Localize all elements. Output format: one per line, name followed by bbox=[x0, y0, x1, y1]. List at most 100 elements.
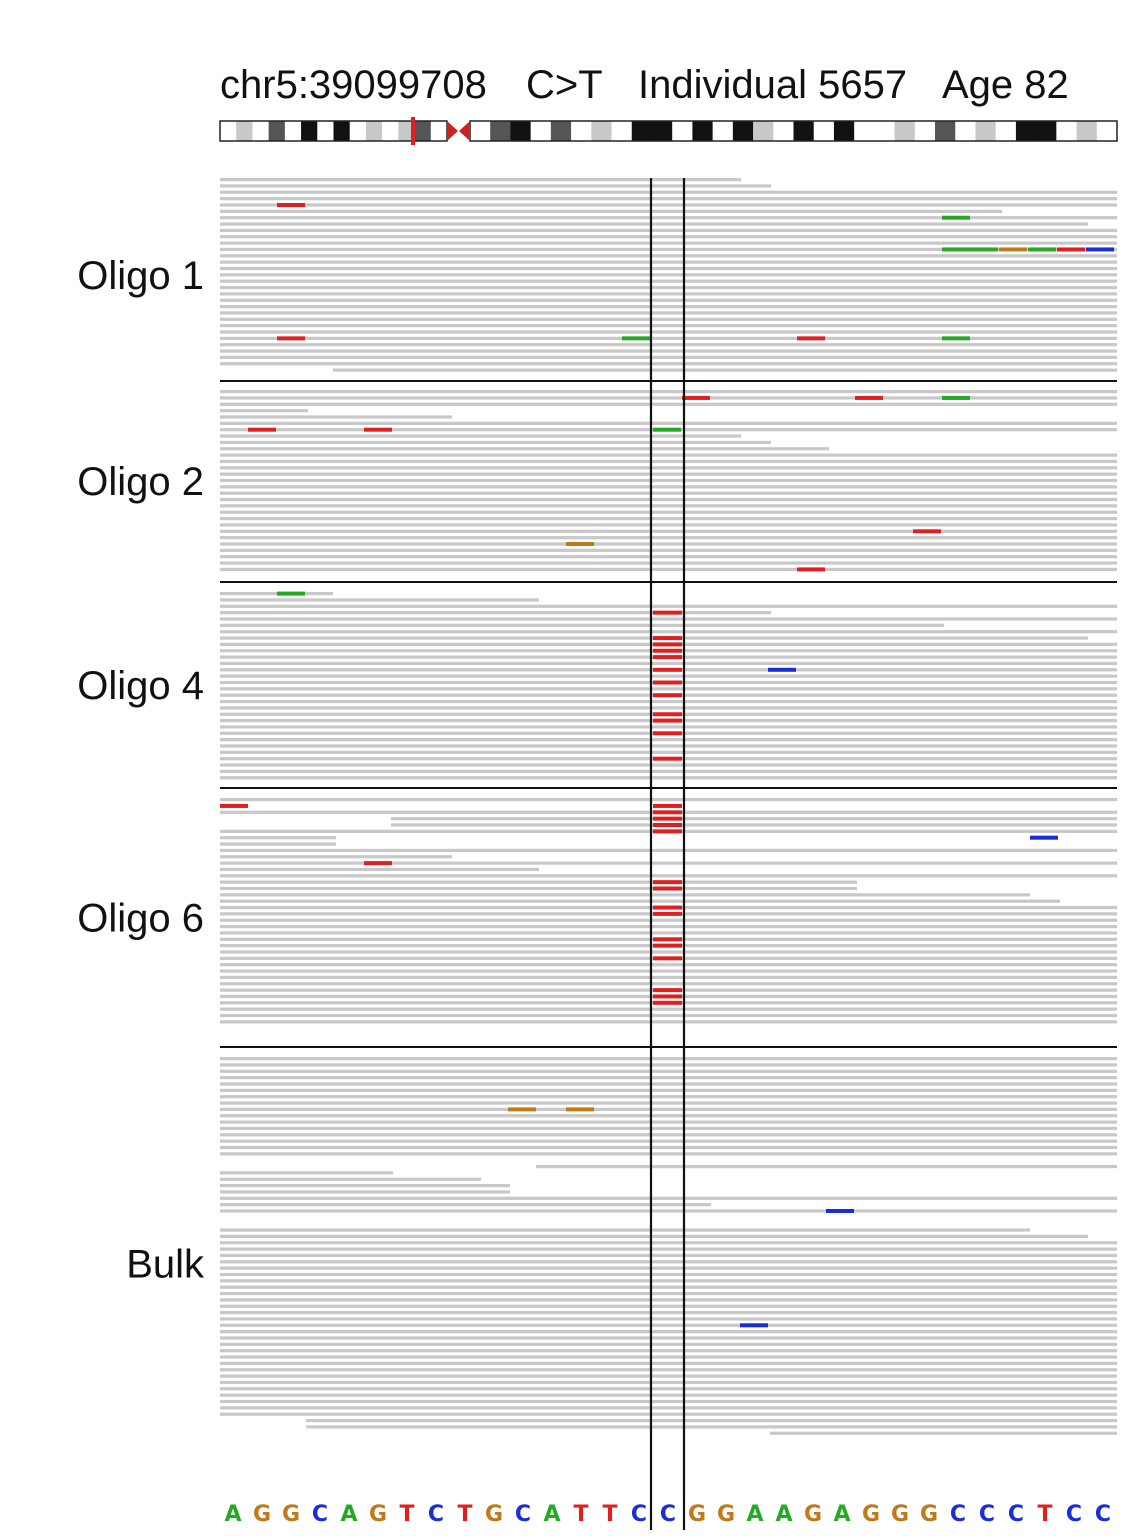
aligned-read bbox=[220, 1057, 1117, 1061]
ideogram-band bbox=[955, 121, 976, 141]
aligned-read bbox=[220, 190, 1117, 194]
mismatch-T bbox=[277, 203, 305, 207]
ideogram-band bbox=[268, 121, 286, 141]
aligned-read bbox=[220, 1317, 1117, 1321]
reference-base-A: A bbox=[833, 1502, 850, 1527]
aligned-read bbox=[220, 203, 1117, 207]
reference-base-C: C bbox=[1095, 1502, 1111, 1527]
reference-base-C: C bbox=[660, 1502, 676, 1527]
aligned-read bbox=[391, 817, 1117, 821]
variant-base-T bbox=[653, 756, 682, 761]
aligned-read bbox=[220, 1069, 1117, 1073]
aligned-read bbox=[220, 706, 1117, 710]
aligned-read bbox=[536, 1164, 1117, 1169]
aligned-read bbox=[220, 1368, 1117, 1372]
aligned-read bbox=[306, 1425, 1117, 1429]
mismatch-G bbox=[566, 1107, 594, 1112]
aligned-read bbox=[220, 548, 1117, 552]
variant-base-T bbox=[653, 905, 682, 910]
aligned-read bbox=[220, 1114, 1117, 1118]
variant-base-T bbox=[653, 994, 682, 999]
aligned-read bbox=[220, 421, 1117, 425]
mismatch-T bbox=[797, 336, 825, 341]
read-panels: Oligo 1 Oligo 2 Oligo 4 Oligo 6 Bulk bbox=[77, 178, 1117, 1435]
aligned-read bbox=[220, 1272, 1117, 1277]
mismatch-C bbox=[1086, 247, 1114, 252]
aligned-read bbox=[220, 336, 1117, 340]
aligned-read bbox=[220, 1336, 1117, 1340]
aligned-read bbox=[220, 1241, 1117, 1245]
aligned-read bbox=[220, 466, 1117, 470]
centromere-marker bbox=[447, 121, 458, 141]
panel-label: Oligo 2 bbox=[77, 460, 204, 504]
aligned-read bbox=[220, 1266, 1117, 1270]
aligned-read bbox=[220, 561, 1117, 565]
aligned-read bbox=[220, 1063, 1117, 1067]
ideogram-band bbox=[365, 121, 383, 141]
ideogram-band bbox=[631, 121, 653, 141]
ideogram-band bbox=[995, 121, 1017, 141]
ideogram-band bbox=[317, 121, 334, 141]
individual-label: Individual 5657 bbox=[638, 63, 907, 107]
aligned-read bbox=[220, 390, 1117, 394]
aligned-read bbox=[220, 975, 1117, 979]
mismatch-G bbox=[508, 1107, 536, 1112]
aligned-read bbox=[220, 1247, 1117, 1251]
variant-base-T bbox=[653, 636, 682, 641]
aligned-read bbox=[220, 661, 1117, 666]
mismatch-C bbox=[826, 1209, 854, 1213]
mismatch-T bbox=[682, 395, 710, 400]
aligned-read bbox=[220, 504, 1117, 508]
mismatch-A bbox=[653, 427, 681, 432]
mismatch-A bbox=[970, 247, 998, 252]
reference-base-C: C bbox=[979, 1502, 995, 1527]
aligned-read bbox=[220, 1380, 1117, 1385]
aligned-read bbox=[220, 880, 857, 884]
ideogram-band bbox=[530, 121, 552, 141]
aligned-read bbox=[220, 592, 333, 596]
ideogram-band bbox=[236, 121, 253, 141]
aligned-read bbox=[220, 699, 1117, 704]
aligned-read bbox=[220, 472, 1117, 476]
aligned-read bbox=[220, 1171, 393, 1175]
panel-label: Oligo 1 bbox=[77, 254, 204, 298]
aligned-read bbox=[220, 1342, 1117, 1346]
ideogram-band bbox=[349, 121, 367, 141]
aligned-read bbox=[220, 1020, 1117, 1024]
aligned-read bbox=[220, 197, 1117, 201]
variant-base-T bbox=[653, 731, 682, 736]
aligned-read bbox=[220, 931, 1117, 935]
aligned-read bbox=[220, 178, 741, 182]
aligned-read bbox=[220, 285, 1117, 290]
aligned-read bbox=[220, 1107, 1117, 1111]
aligned-read bbox=[770, 1431, 1117, 1435]
ideogram-band bbox=[672, 121, 693, 141]
aligned-read bbox=[220, 1393, 1117, 1397]
ideogram-band bbox=[398, 121, 415, 141]
header-title: chr5:39099708 C>T Individual 5657 Age 82 bbox=[220, 63, 1069, 107]
aligned-read bbox=[220, 1196, 1117, 1200]
age-label: Age 82 bbox=[942, 63, 1069, 107]
variant-base-T bbox=[653, 712, 682, 717]
aligned-read bbox=[220, 763, 1117, 767]
reference-base-A: A bbox=[224, 1502, 241, 1527]
aligned-read bbox=[220, 1291, 1117, 1296]
panel-oligo-4: Oligo 4 bbox=[77, 591, 1117, 789]
aligned-read bbox=[220, 1184, 510, 1188]
variant-base-T bbox=[653, 816, 682, 821]
aligned-read bbox=[220, 273, 1117, 277]
variant-base-T bbox=[653, 823, 682, 827]
variant-base-T bbox=[653, 911, 682, 916]
aligned-read bbox=[220, 1126, 1117, 1131]
ideogram-band bbox=[793, 121, 815, 141]
aligned-read bbox=[220, 1285, 1117, 1289]
aligned-read bbox=[220, 317, 1117, 321]
reference-base-C: C bbox=[428, 1502, 444, 1527]
ideogram-band bbox=[1076, 121, 1098, 141]
reference-base-G: G bbox=[369, 1502, 387, 1527]
aligned-read bbox=[220, 1013, 1117, 1018]
variant-base-T bbox=[653, 829, 682, 834]
ideogram-band bbox=[252, 121, 270, 141]
